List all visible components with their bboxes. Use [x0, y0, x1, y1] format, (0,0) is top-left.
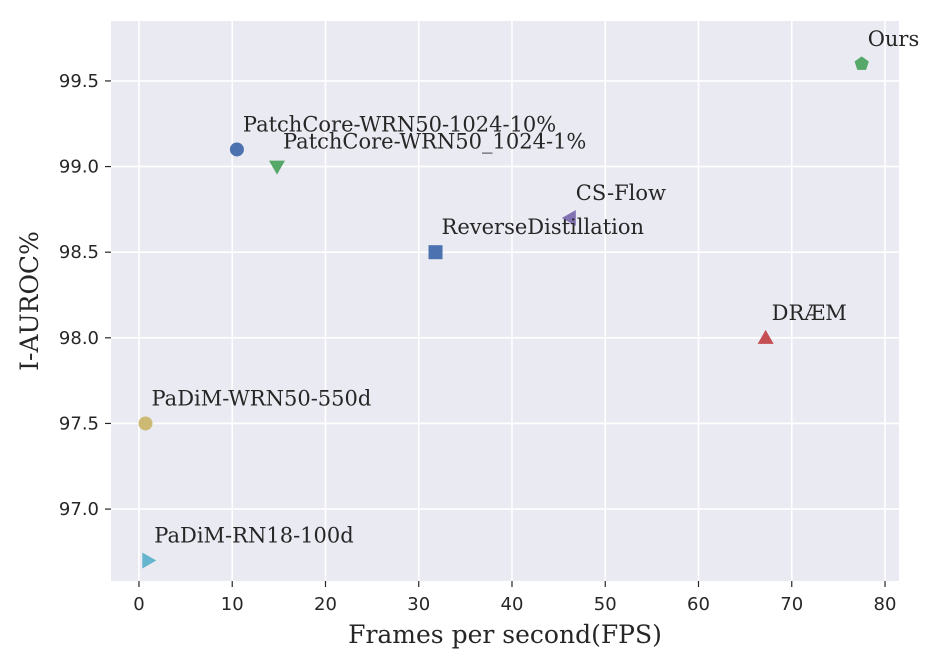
y-tick-label: 97.0: [59, 499, 99, 520]
point-padim-rn18-100d: [142, 552, 157, 569]
point-cs-flow: [561, 209, 576, 226]
point-label-patchcore-wrn50-1024-10: PatchCore-WRN50-1024-10%: [243, 112, 556, 136]
point-ours: [854, 56, 869, 70]
point-label-dr-m: DRÆM: [772, 301, 847, 325]
x-tick-label: 40: [501, 594, 524, 615]
x-tick-label: 70: [780, 594, 803, 615]
x-axis-ticks: 0 10 20 30 40 50 60 70 80: [133, 581, 896, 615]
data-points: [138, 56, 869, 569]
point-label-padim-wrn50-550d: PaDiM-WRN50-550d: [152, 386, 372, 410]
y-tick-label: 99.5: [59, 71, 99, 92]
y-tick-label: 99.0: [59, 157, 99, 178]
x-tick-label: 60: [687, 594, 710, 615]
y-tick-label: 98.0: [59, 328, 99, 349]
point-label-padim-rn18-100d: PaDiM-RN18-100d: [154, 523, 353, 547]
x-tick-label: 20: [314, 594, 337, 615]
grid-lines: [111, 21, 899, 581]
x-tick-label: 10: [221, 594, 244, 615]
point-reversedistillation: [428, 245, 443, 260]
point-labels: PatchCore-WRN50-1024-10%PatchCore-WRN50_…: [152, 27, 920, 548]
plot-area: [111, 21, 899, 581]
y-axis-label: I-AUROC%: [15, 231, 44, 371]
x-tick-label: 50: [594, 594, 617, 615]
point-patchcore-wrn50-1024-1: [268, 160, 285, 175]
x-tick-label: 80: [874, 594, 897, 615]
point-label-cs-flow: CS-Flow: [576, 181, 666, 205]
point-label-reversedistillation: ReverseDistillation: [442, 215, 645, 239]
point-patchcore-wrn50-1024-10: [229, 142, 244, 157]
y-axis-ticks: 97.0 97.5 98.0 98.5 99.0 99.5: [59, 71, 111, 520]
point-dr-m: [757, 329, 774, 344]
x-tick-label: 30: [407, 594, 430, 615]
y-tick-label: 97.5: [59, 413, 99, 434]
x-tick-label: 0: [133, 594, 144, 615]
point-label-patchcore-wrn50-1024-1: PatchCore-WRN50_1024-1%: [283, 130, 586, 154]
point-label-ours: Ours: [868, 27, 920, 51]
point-padim-wrn50-550d: [138, 416, 153, 431]
x-axis-label: Frames per second(FPS): [348, 620, 662, 649]
y-tick-label: 98.5: [59, 242, 99, 263]
